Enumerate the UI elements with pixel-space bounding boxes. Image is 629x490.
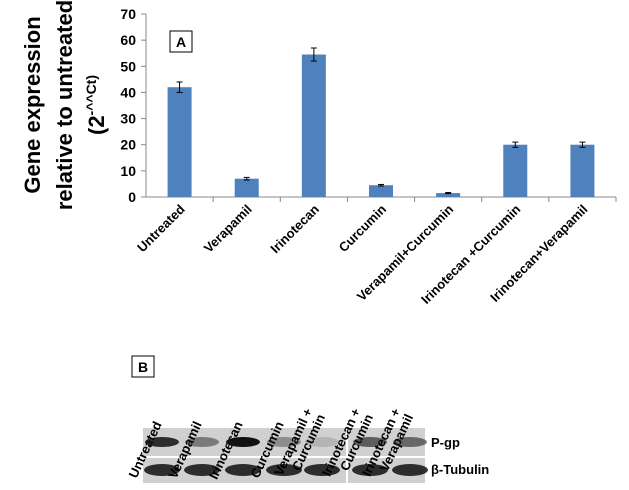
bar (436, 193, 461, 197)
y-tick-label: 20 (120, 137, 136, 153)
panel-box (131, 355, 155, 378)
panel-box (169, 30, 193, 53)
y-tick-label: 60 (120, 32, 136, 48)
x-tick-label: Untreated (134, 201, 188, 255)
error-bar (176, 81, 183, 93)
panel-label: B (138, 359, 148, 375)
formula-sup: -^^Ct) (83, 75, 99, 115)
bar (234, 178, 259, 197)
row-label: β-Tubulin (431, 462, 489, 477)
band (267, 437, 301, 447)
band (184, 464, 220, 476)
y-tick-label: 40 (120, 84, 136, 100)
error-bar (378, 183, 384, 187)
y-label-line: relative to untreated (52, 0, 77, 210)
error-bar (579, 141, 586, 148)
bar (369, 185, 393, 197)
band (185, 437, 219, 447)
panel-label: A (176, 34, 186, 50)
band (352, 464, 388, 476)
x-tick-label: Curcumin (336, 201, 390, 255)
y-tick-label: 30 (120, 111, 136, 127)
band (226, 437, 260, 447)
band (266, 464, 302, 476)
y-tick-label: 50 (120, 58, 136, 74)
band (145, 437, 179, 447)
y-tick-label: 10 (120, 163, 136, 179)
error-bar (243, 176, 250, 181)
band (353, 437, 387, 447)
y-label-formula: (2-^^Ct) (83, 75, 109, 135)
error-bar (310, 47, 317, 62)
band (393, 437, 427, 447)
band (225, 464, 261, 476)
x-tick-label: Irinotecan (267, 201, 322, 256)
formula-base: (2 (84, 115, 109, 135)
error-bar (445, 192, 452, 195)
band (305, 437, 339, 447)
band (392, 464, 428, 476)
bar (503, 144, 528, 197)
row-label: P-gp (431, 435, 460, 450)
bar (167, 87, 192, 197)
y-tick-label: 70 (120, 6, 136, 22)
band (304, 464, 340, 476)
bar (570, 144, 595, 197)
band (144, 464, 180, 476)
y-label-line: Gene expression (20, 16, 45, 193)
error-bar (512, 141, 519, 148)
y-axis-title: Gene expression relative to untreated (2… (20, 0, 109, 210)
x-tick-label: Verapamil (201, 202, 255, 256)
bar (301, 54, 326, 198)
y-tick-label: 0 (128, 189, 136, 205)
